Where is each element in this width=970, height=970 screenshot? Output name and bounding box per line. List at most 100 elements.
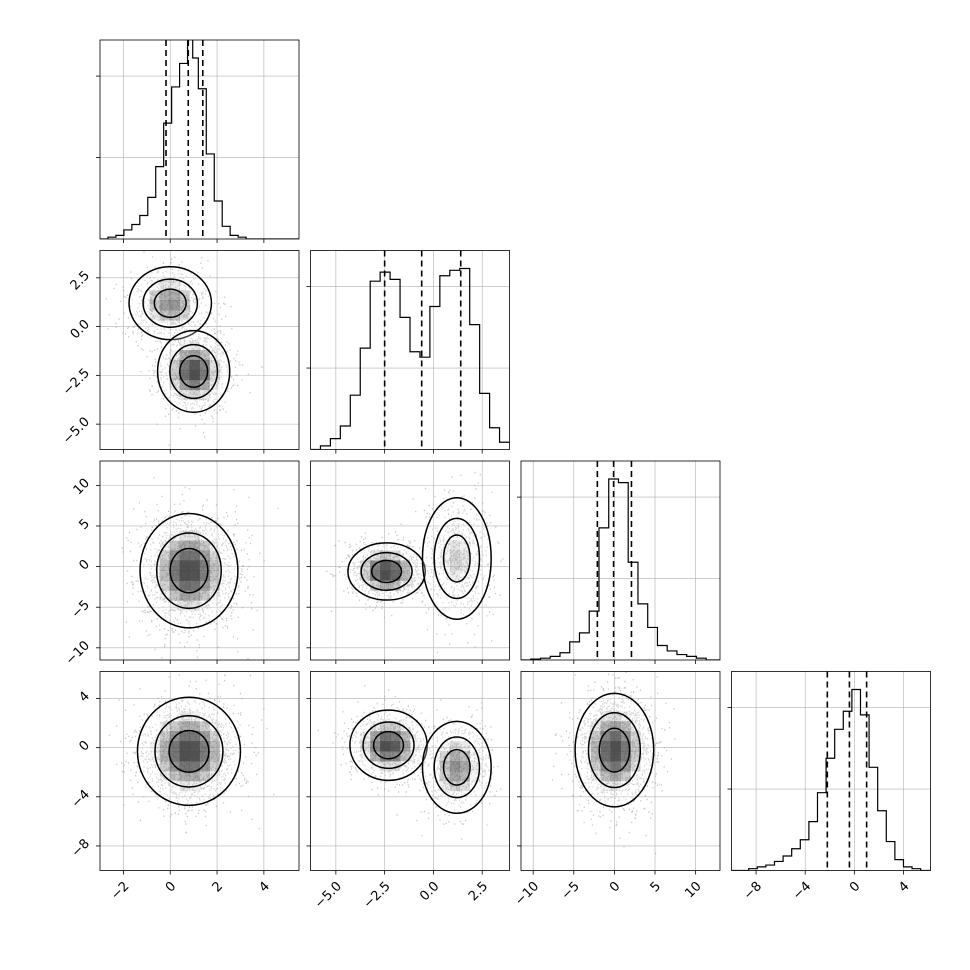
density-cell — [459, 761, 470, 772]
contour-line — [168, 729, 210, 773]
density-cell — [209, 590, 220, 601]
density-cell — [449, 771, 461, 782]
contour-line — [370, 559, 403, 584]
density-cell — [159, 280, 170, 291]
density-cell — [380, 761, 391, 772]
density-panel-3-2: −10 −5 0 5 10 — [512, 671, 721, 909]
density-cell — [209, 369, 220, 381]
density-cell — [390, 550, 401, 561]
density-cell — [449, 741, 461, 752]
density-cell — [199, 731, 210, 742]
density-cell — [199, 600, 210, 611]
density-cell — [169, 741, 180, 752]
density-cell — [630, 721, 641, 732]
density-cell — [159, 751, 170, 762]
density-cell — [610, 721, 621, 732]
density-cell — [189, 540, 200, 551]
density-cell — [179, 359, 190, 371]
density-cell — [179, 761, 190, 772]
density-panel-2-1 — [306, 460, 510, 664]
density-cell — [209, 540, 220, 551]
density-cell — [169, 290, 180, 301]
histogram-series — [731, 688, 931, 871]
density-cell — [209, 731, 220, 742]
density-cell — [179, 290, 190, 301]
density-cell — [380, 731, 391, 742]
contour-line — [433, 517, 481, 600]
density-cell — [620, 741, 631, 752]
density-cell — [449, 540, 461, 551]
density-cell — [199, 590, 210, 601]
density-cell — [380, 570, 391, 581]
density-cell — [189, 580, 200, 591]
density-cell — [159, 741, 170, 752]
density-cell — [439, 761, 451, 772]
density-cell — [149, 290, 160, 301]
contour-line — [587, 711, 642, 789]
density-cell — [189, 530, 200, 541]
density-cell — [370, 560, 381, 571]
density-cell — [600, 731, 611, 742]
density-cell — [179, 600, 190, 611]
density-cell — [209, 751, 220, 762]
contour-line — [349, 709, 428, 782]
density-cell — [209, 359, 220, 371]
density-cell — [179, 300, 190, 311]
axes-frame — [520, 460, 721, 661]
density-cell — [179, 751, 190, 762]
density-cell — [469, 761, 480, 772]
density-cell — [169, 751, 180, 762]
density-cell — [370, 721, 381, 732]
density-cell — [189, 600, 200, 611]
density-cell — [179, 560, 190, 571]
density-cell — [159, 570, 170, 581]
density-cell — [459, 540, 470, 551]
density-cell — [410, 741, 421, 752]
density-cell — [439, 550, 451, 561]
density-cell — [189, 741, 200, 752]
density-cell — [390, 721, 401, 732]
density-cell — [169, 530, 180, 541]
contour-line — [155, 532, 222, 610]
density-cell — [400, 741, 411, 752]
histogram-series — [521, 478, 720, 660]
density-cell — [449, 761, 461, 772]
histogram-series — [100, 40, 299, 239]
density-cell — [179, 379, 190, 391]
density-cell — [459, 560, 470, 571]
density-cell — [199, 721, 210, 732]
contour-line — [154, 714, 224, 788]
density-cell — [439, 780, 451, 792]
contour-line — [598, 727, 631, 773]
density-cell — [199, 379, 210, 391]
hist-panel-0 — [96, 39, 300, 243]
density-cell — [159, 310, 170, 321]
density-cell — [370, 570, 381, 581]
histogram-series — [310, 267, 510, 450]
density-cell — [199, 550, 210, 561]
density-cell — [449, 560, 461, 571]
density-cell — [400, 731, 411, 742]
density-cell — [169, 560, 180, 571]
density-cell — [360, 570, 371, 581]
contour-line — [142, 278, 199, 328]
density-cell — [209, 721, 220, 732]
density-cell — [370, 751, 381, 762]
contour-line — [442, 534, 471, 583]
density-cell — [199, 350, 210, 361]
density-cell — [630, 761, 641, 772]
density-cell — [380, 751, 391, 762]
density-cell — [179, 570, 190, 581]
density-cell — [189, 359, 200, 371]
contour-line — [136, 696, 242, 807]
axes-frame — [99, 671, 300, 871]
density-cell — [189, 731, 200, 742]
density-cell — [189, 389, 200, 401]
contour-line — [169, 547, 209, 594]
axes-frame — [99, 39, 300, 240]
density-cell — [390, 560, 401, 571]
density-cell — [469, 771, 480, 782]
density-cell — [199, 771, 210, 782]
density-cell — [630, 741, 641, 752]
density-cell — [459, 550, 470, 561]
